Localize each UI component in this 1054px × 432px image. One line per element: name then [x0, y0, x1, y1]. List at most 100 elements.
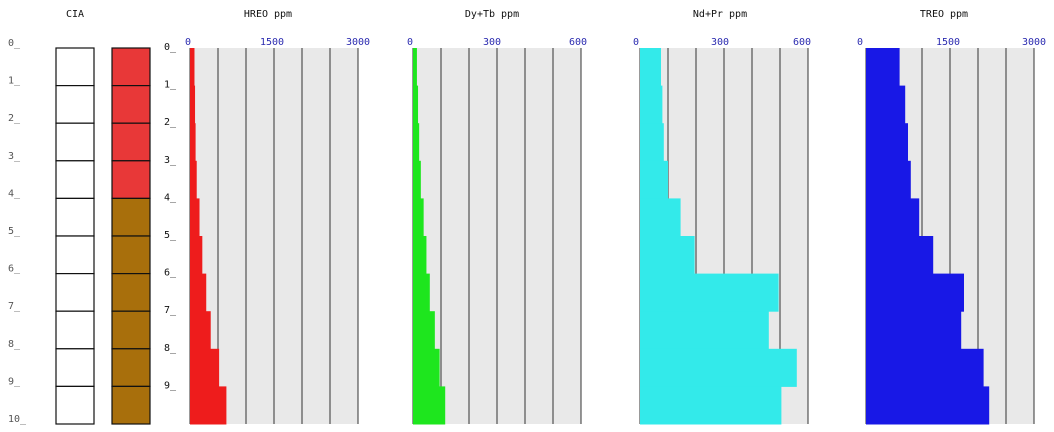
tick-label: 3000	[346, 37, 370, 48]
cia-white-cell	[55, 122, 95, 162]
cia-column: CIA	[55, 9, 151, 425]
outer-depth-label: 9_	[8, 376, 21, 387]
bar	[190, 386, 227, 425]
cia-color-cell	[111, 197, 151, 237]
inner-depth-label: 7_	[164, 305, 177, 316]
cia-white-cell	[55, 310, 95, 350]
bar	[866, 198, 920, 237]
outer-depth-label: 8_	[8, 339, 21, 350]
bar	[640, 273, 779, 312]
cia-white-cell	[55, 385, 95, 425]
panel-2: Dy+Tb ppm 0 300 600	[407, 9, 587, 425]
bar	[413, 48, 417, 87]
cia-color-cell	[111, 47, 151, 87]
tick-label: 0	[407, 37, 413, 48]
bar	[413, 160, 421, 199]
inner-depth-label: 5_	[164, 230, 177, 241]
tick-label: 3000	[1022, 37, 1046, 48]
outer-depth-label: 7_	[8, 301, 21, 312]
bar	[413, 85, 419, 124]
bar	[640, 48, 661, 87]
bar	[640, 160, 668, 199]
bar	[413, 236, 427, 275]
bar	[640, 386, 782, 425]
cia-white-cell	[55, 160, 95, 200]
cia-white-cell	[55, 235, 95, 275]
bar	[640, 236, 695, 275]
bar	[640, 311, 769, 350]
outer-depth-label: 10_	[8, 414, 27, 425]
cia-color-column	[111, 47, 151, 425]
outer-depth-label: 3_	[8, 151, 21, 162]
cia-white-cell	[55, 47, 95, 87]
outer-depth-label: 0_	[8, 38, 21, 49]
outer-depth-label: 5_	[8, 226, 21, 237]
inner-depth-label: 8_	[164, 343, 177, 354]
tick-label: 1500	[260, 37, 284, 48]
tick-label: 600	[793, 37, 811, 48]
panel-title: Nd+Pr ppm	[693, 9, 747, 20]
outer-depth-label: 4_	[8, 188, 21, 199]
cia-color-cell	[111, 273, 151, 312]
inner-depth-axis: 0_ 1_ 2_ 3_ 4_ 5_ 6_ 7_ 8_ 9_	[164, 42, 177, 391]
bar	[640, 85, 663, 124]
cia-color-cell	[111, 348, 151, 387]
bar	[413, 123, 420, 162]
cia-color-cell	[111, 385, 151, 425]
bar	[413, 386, 446, 425]
panel-title: Dy+Tb ppm	[465, 9, 519, 20]
bar	[190, 198, 200, 237]
cia-white-cell	[55, 348, 95, 387]
bar	[413, 273, 430, 312]
cia-color-cell	[111, 122, 151, 162]
bar	[413, 311, 435, 350]
tick-label: 0	[185, 37, 191, 48]
bar	[640, 348, 797, 387]
inner-depth-label: 6_	[164, 268, 177, 279]
bar	[190, 311, 211, 350]
bar	[866, 386, 990, 425]
bar	[866, 311, 962, 350]
cia-white-cell	[55, 84, 95, 124]
tick-label: 300	[483, 37, 501, 48]
inner-depth-label: 4_	[164, 192, 177, 203]
inner-depth-label: 1_	[164, 80, 177, 91]
outer-depth-label: 2_	[8, 113, 21, 124]
cia-white-cell	[55, 273, 95, 312]
cia-color-cell	[111, 84, 151, 124]
tick-label: 0	[633, 37, 639, 48]
bar	[640, 123, 664, 162]
panel-title: HREO ppm	[244, 9, 292, 20]
tick-label: 300	[711, 37, 729, 48]
panel-3: Nd+Pr ppm 0 300 600	[633, 9, 811, 425]
outer-depth-label: 1_	[8, 76, 21, 87]
cia-white-cell	[55, 197, 95, 237]
tick-label: 600	[569, 37, 587, 48]
cia-color-cell	[111, 160, 151, 200]
bar	[866, 273, 964, 312]
cia-color-cell	[111, 310, 151, 350]
tick-label: 1500	[936, 37, 960, 48]
bar	[866, 160, 911, 199]
outer-depth-label: 6_	[8, 264, 21, 275]
cia-color-cell	[111, 235, 151, 275]
bar	[190, 348, 220, 387]
panel-4: TREO ppm 0 1500 3000	[857, 9, 1046, 425]
bar	[640, 198, 681, 237]
inner-depth-label: 3_	[164, 155, 177, 166]
bar	[866, 123, 908, 162]
bar	[866, 48, 900, 87]
cia-white-column	[55, 47, 95, 425]
inner-depth-label: 2_	[164, 117, 177, 128]
panel-title: TREO ppm	[920, 9, 968, 20]
inner-depth-label: 9_	[164, 380, 177, 391]
bar	[190, 236, 203, 275]
bar	[866, 236, 934, 275]
panel-1: HREO ppm 0 1500 3000	[185, 9, 370, 425]
bar	[190, 85, 196, 124]
inner-depth-label: 0_	[164, 42, 177, 53]
bar	[413, 198, 424, 237]
bar	[190, 123, 196, 162]
